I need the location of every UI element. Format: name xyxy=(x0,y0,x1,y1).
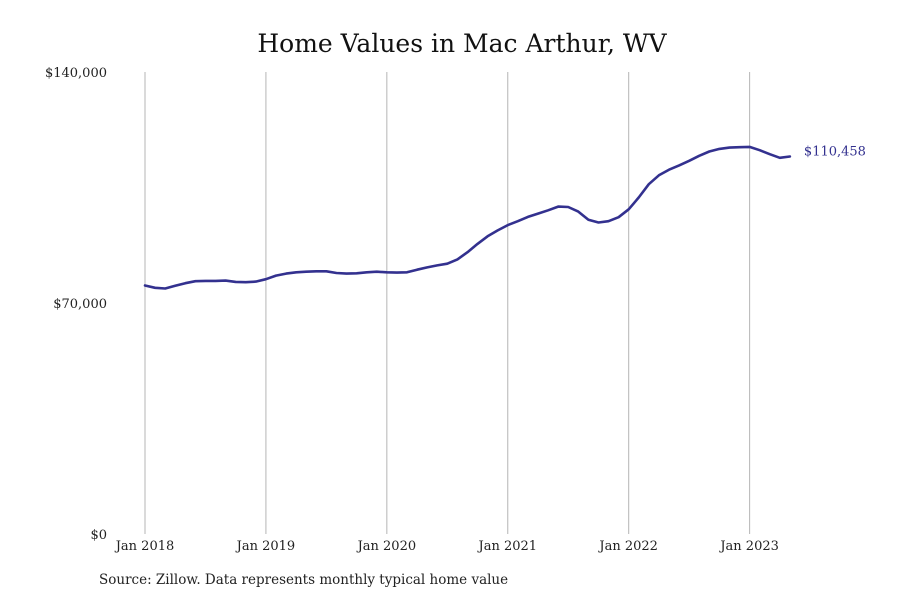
x-tick-label: Jan 2021 xyxy=(476,539,537,554)
x-tick-label: Jan 2020 xyxy=(356,539,417,554)
y-tick-label: $0 xyxy=(90,528,107,543)
series-line xyxy=(143,145,792,290)
x-tick-label: Jan 2018 xyxy=(114,539,175,554)
y-axis: $0 $70,000 $140,000 xyxy=(45,66,107,543)
end-value-label: $110,458 xyxy=(804,144,866,159)
x-axis: Jan 2018 Jan 2019 Jan 2020 Jan 2021 Jan 2022… xyxy=(114,539,779,554)
x-tick-label: Jan 2023 xyxy=(718,539,779,554)
x-tick-label: Jan 2019 xyxy=(235,539,296,554)
y-tick-label: $140,000 xyxy=(45,66,107,81)
source-note: Source: Zillow. Data represents monthly … xyxy=(99,572,509,588)
chart-title: Home Values in Mac Arthur, WV xyxy=(257,29,667,58)
x-tick-label: Jan 2022 xyxy=(597,539,658,554)
grid-lines xyxy=(144,72,751,534)
y-tick-label: $70,000 xyxy=(53,297,107,312)
